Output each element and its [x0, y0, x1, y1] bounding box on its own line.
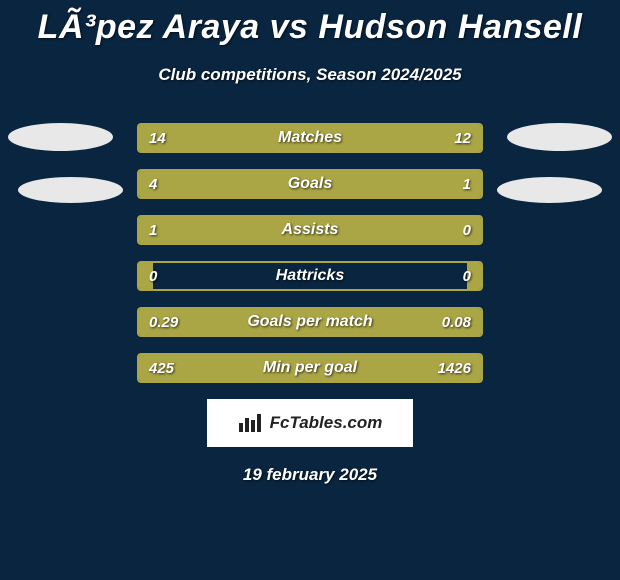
stat-bar-gap — [153, 263, 468, 289]
stat-rows: Matches1412 Goals41 Assists10 Hattricks00 Go… — [137, 123, 483, 383]
stat-row: Matches1412 — [137, 123, 483, 153]
stat-row: Min per goal4251426 — [137, 353, 483, 383]
stat-bar-right — [310, 309, 481, 335]
stat-bar-left — [139, 309, 310, 335]
stat-bar-right — [467, 263, 481, 289]
stats-area: Matches1412 Goals41 Assists10 Hattricks00 Go… — [0, 123, 620, 383]
stat-bar-right — [413, 217, 481, 243]
stat-row: Goals per match0.290.08 — [137, 307, 483, 337]
bar-chart-icon — [238, 413, 264, 433]
stat-bar-left — [139, 217, 413, 243]
fctables-logo[interactable]: FcTables.com — [207, 399, 413, 447]
stat-bar-left — [139, 171, 402, 197]
stat-row: Goals41 — [137, 169, 483, 199]
player-left-avatar-placeholder — [8, 123, 113, 151]
stat-row: Assists10 — [137, 215, 483, 245]
stat-bar-left — [139, 263, 153, 289]
stat-bar-right — [310, 355, 481, 381]
player-right-avatar-placeholder — [507, 123, 612, 151]
page-title: LÃ³pez Araya vs Hudson Hansell — [0, 0, 620, 47]
stat-bar-left — [139, 125, 283, 151]
stat-row: Hattricks00 — [137, 261, 483, 291]
team-left-badge-placeholder — [18, 177, 123, 203]
logo-text: FcTables.com — [270, 413, 383, 433]
stat-bar-right — [283, 125, 481, 151]
page-subtitle: Club competitions, Season 2024/2025 — [0, 65, 620, 85]
stat-bar-left — [139, 355, 310, 381]
team-right-badge-placeholder — [497, 177, 602, 203]
footer-date: 19 february 2025 — [0, 465, 620, 485]
stat-bar-right — [402, 171, 481, 197]
